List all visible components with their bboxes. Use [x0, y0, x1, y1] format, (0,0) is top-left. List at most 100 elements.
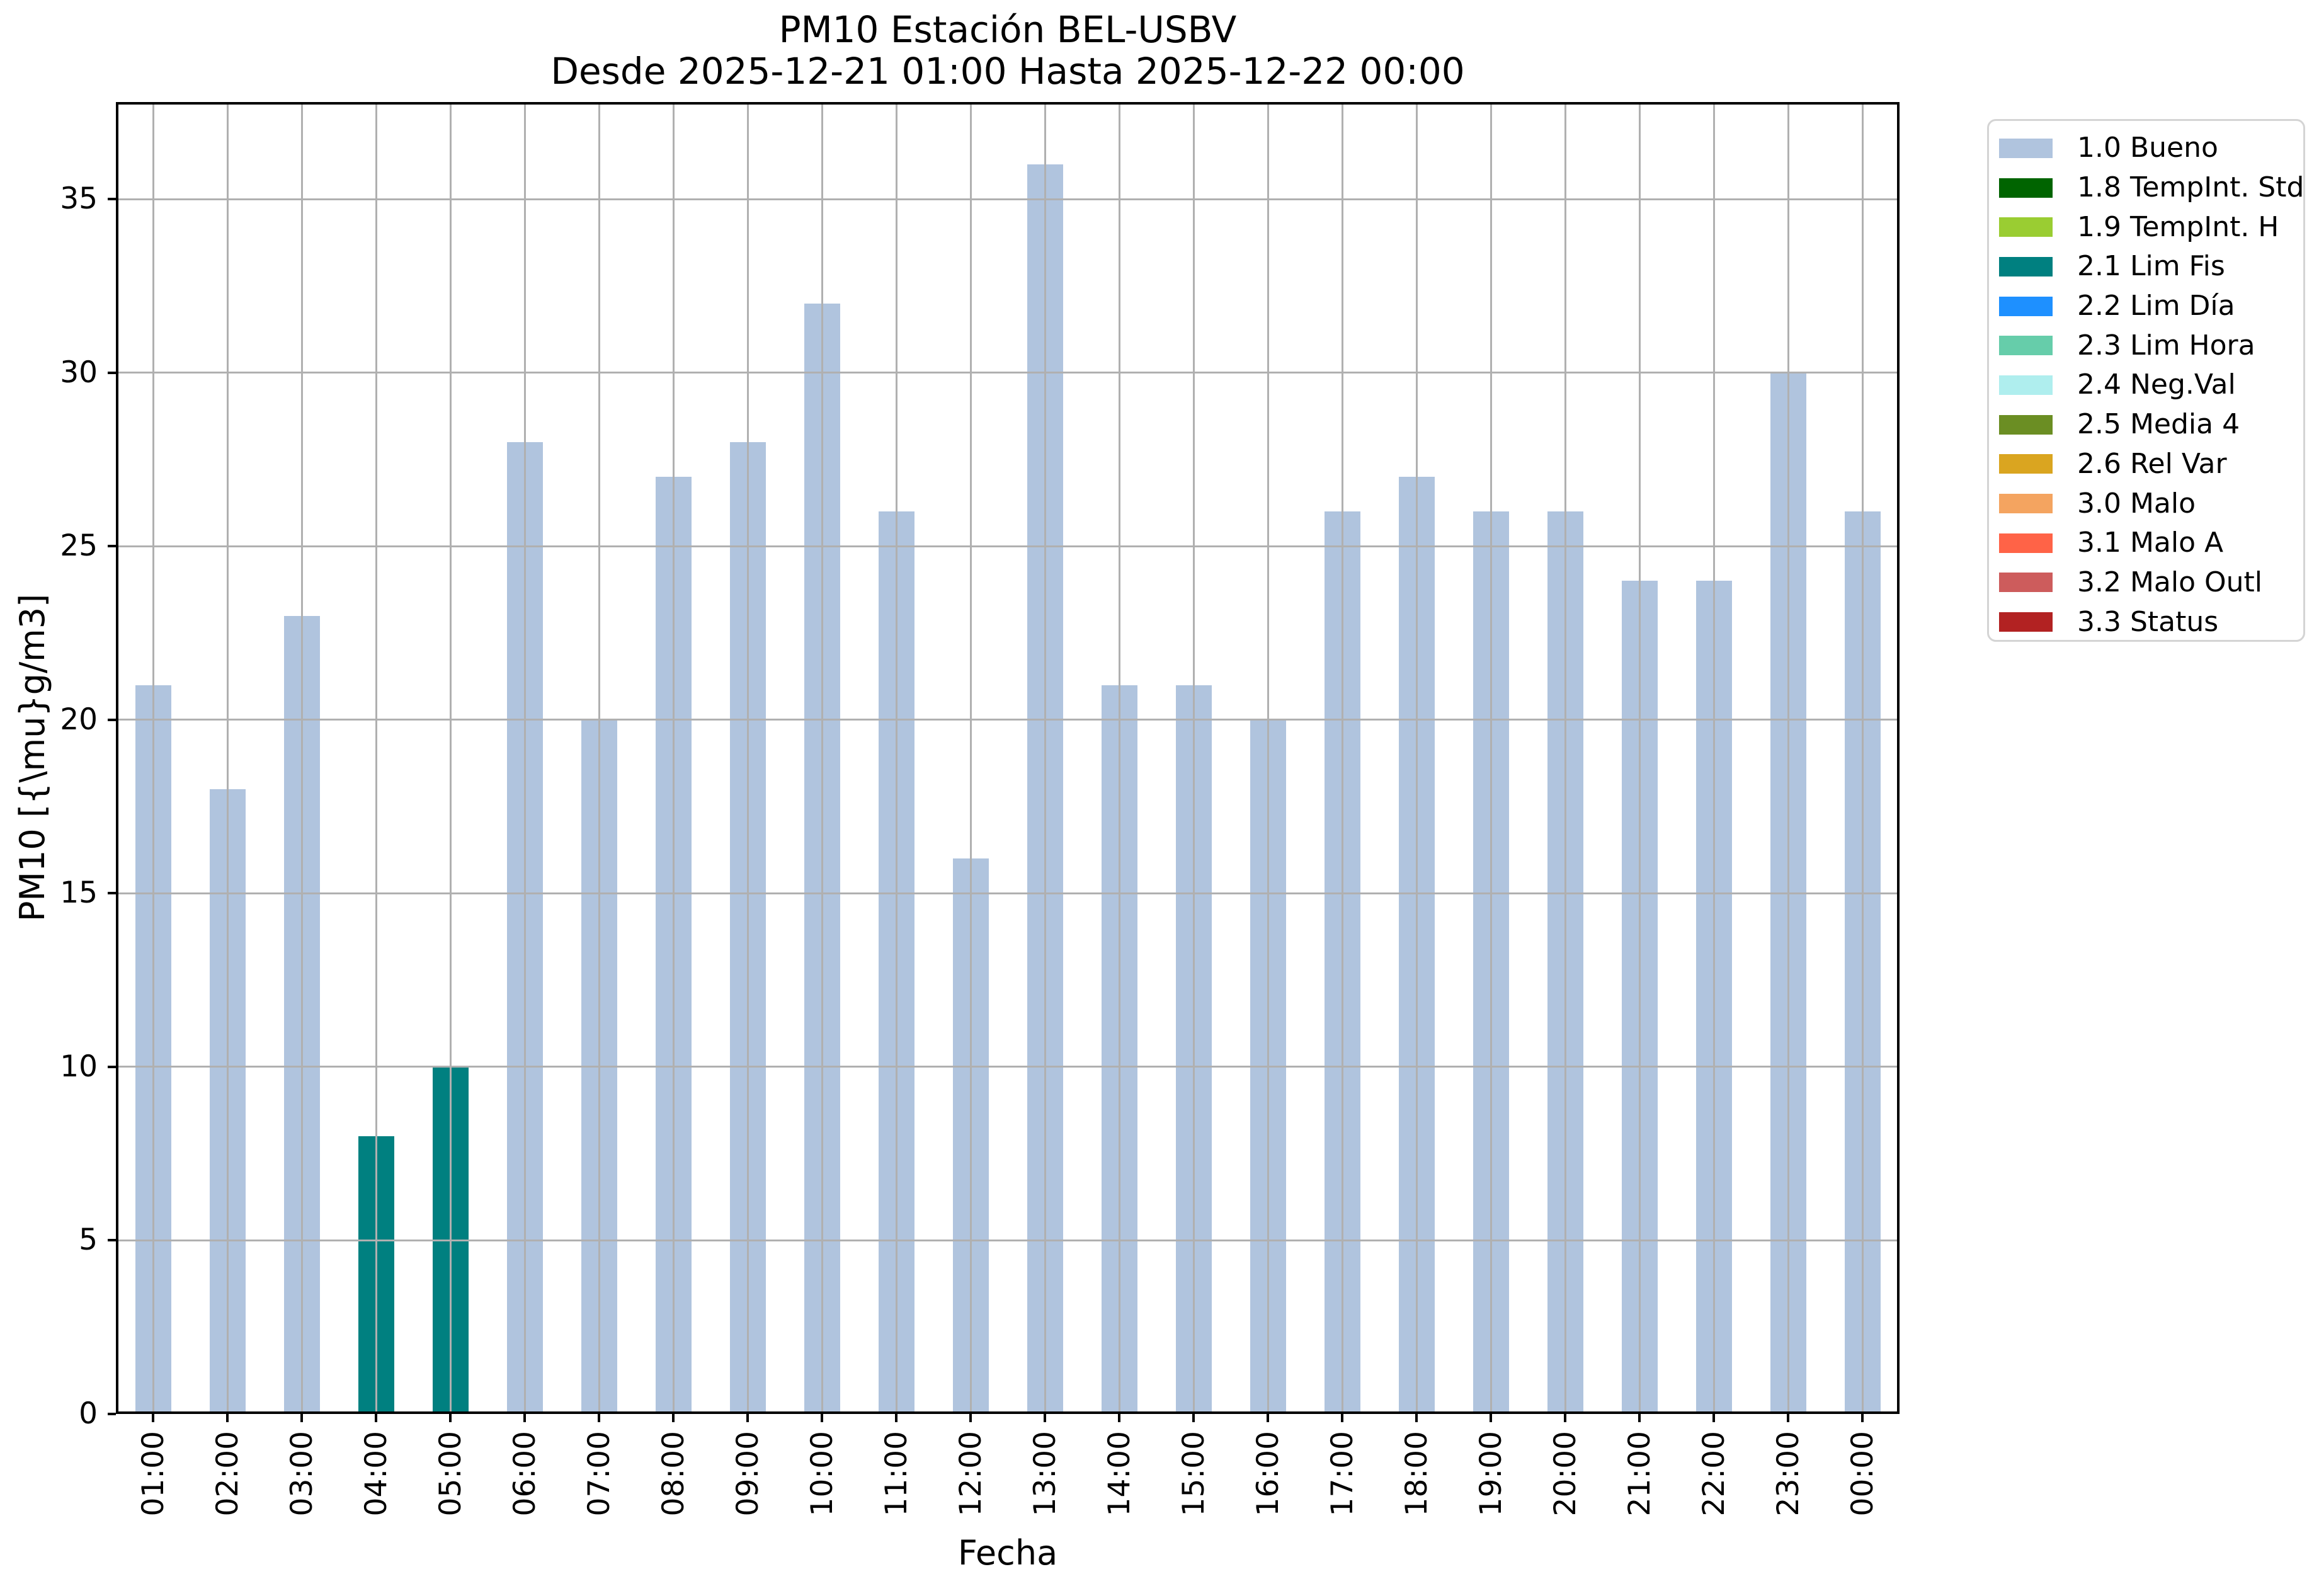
x-tick-mark	[1490, 1414, 1492, 1422]
x-tick-label: 17:00	[1325, 1431, 1360, 1517]
legend-item: 1.9 TempInt. H	[1999, 207, 2303, 247]
y-tick-mark	[108, 371, 116, 374]
x-tick-mark	[1415, 1414, 1418, 1422]
legend-label: 3.3 Status	[2077, 605, 2219, 638]
y-tick-mark	[108, 1065, 116, 1068]
x-gridline	[1490, 102, 1492, 1414]
x-tick-mark	[449, 1414, 452, 1422]
chart-subtitle: Desde 2025-12-21 01:00 Hasta 2025-12-22 …	[550, 50, 1465, 93]
legend-label: 3.1 Malo A	[2077, 527, 2224, 559]
left-spine	[116, 102, 118, 1414]
x-tick-mark	[1118, 1414, 1120, 1422]
x-tick-label: 08:00	[656, 1431, 691, 1517]
legend-label: 2.2 Lim Día	[2077, 290, 2235, 322]
x-tick-label: 21:00	[1622, 1431, 1657, 1517]
x-tick-mark	[598, 1414, 600, 1422]
legend-swatch	[1999, 414, 2053, 435]
x-gridline	[1118, 102, 1120, 1414]
legend-item: 2.5 Media 4	[1999, 405, 2303, 445]
legend-swatch	[1999, 573, 2053, 593]
legend-label: 3.2 Malo Outl	[2077, 566, 2263, 598]
legend-swatch	[1999, 217, 2053, 237]
legend-item: 1.0 Bueno	[1999, 128, 2303, 168]
x-gridline	[1415, 102, 1418, 1414]
x-tick-mark	[1787, 1414, 1789, 1422]
x-gridline	[1267, 102, 1269, 1414]
x-tick-mark	[300, 1414, 303, 1422]
x-tick-label: 00:00	[1845, 1431, 1880, 1517]
x-tick-mark	[1638, 1414, 1641, 1422]
legend-item: 2.3 Lim Hora	[1999, 326, 2303, 365]
legend-swatch	[1999, 138, 2053, 158]
x-tick-label: 05:00	[433, 1431, 468, 1517]
y-tick-mark	[108, 545, 116, 548]
x-gridline	[1712, 102, 1715, 1414]
x-tick-label: 07:00	[581, 1431, 617, 1517]
x-gridline	[1638, 102, 1641, 1414]
x-gridline	[895, 102, 897, 1414]
x-gridline	[1192, 102, 1195, 1414]
y-gridline	[116, 372, 1900, 374]
y-gridline	[116, 719, 1900, 721]
x-gridline	[226, 102, 229, 1414]
x-tick-mark	[1861, 1414, 1864, 1422]
y-gridline	[116, 1066, 1900, 1068]
x-tick-label: 23:00	[1770, 1431, 1806, 1517]
y-tick-mark	[108, 1413, 116, 1415]
x-tick-label: 06:00	[507, 1431, 542, 1517]
x-gridline	[746, 102, 749, 1414]
legend-label: 1.9 TempInt. H	[2077, 210, 2279, 243]
x-gridline	[152, 102, 154, 1414]
x-tick-label: 22:00	[1696, 1431, 1731, 1517]
legend-item: 2.1 Lim Fis	[1999, 247, 2303, 287]
x-gridline	[1564, 102, 1566, 1414]
x-tick-mark	[523, 1414, 526, 1422]
legend-item: 1.8 TempInt. Std	[1999, 168, 2304, 208]
y-tick-mark	[108, 718, 116, 721]
legend-swatch	[1999, 533, 2053, 553]
x-tick-mark	[969, 1414, 972, 1422]
x-tick-mark	[1267, 1414, 1269, 1422]
x-gridline	[598, 102, 600, 1414]
top-spine	[116, 102, 1900, 105]
x-gridline	[672, 102, 675, 1414]
x-gridline	[821, 102, 823, 1414]
x-tick-mark	[1341, 1414, 1343, 1422]
y-gridline	[116, 1239, 1900, 1241]
x-tick-label: 10:00	[804, 1431, 840, 1517]
x-gridline	[969, 102, 972, 1414]
x-tick-label: 18:00	[1399, 1431, 1434, 1517]
legend-swatch	[1999, 375, 2053, 395]
x-tick-label: 09:00	[730, 1431, 765, 1517]
x-tick-label: 12:00	[953, 1431, 988, 1517]
x-tick-label: 11:00	[879, 1431, 914, 1517]
x-gridline	[449, 102, 452, 1414]
y-tick-mark	[108, 892, 116, 895]
legend-item: 2.6 Rel Var	[1999, 445, 2303, 484]
x-axis-label: Fecha	[957, 1533, 1058, 1573]
x-gridline	[523, 102, 526, 1414]
x-tick-label: 13:00	[1027, 1431, 1063, 1517]
legend-label: 1.0 Bueno	[2077, 132, 2218, 164]
x-tick-mark	[1192, 1414, 1195, 1422]
x-tick-mark	[746, 1414, 749, 1422]
x-gridline	[1341, 102, 1343, 1414]
x-tick-mark	[152, 1414, 154, 1422]
x-gridline	[1044, 102, 1046, 1414]
legend-item: 3.3 Status	[1999, 602, 2303, 642]
legend-item: 2.4 Neg.Val	[1999, 365, 2303, 405]
legend-swatch	[1999, 296, 2053, 316]
x-tick-mark	[375, 1414, 377, 1422]
x-gridline	[1861, 102, 1864, 1414]
legend-item: 3.1 Malo A	[1999, 523, 2303, 563]
y-tick-mark	[108, 198, 116, 201]
bottom-spine	[116, 1411, 1900, 1414]
x-tick-label: 04:00	[358, 1431, 394, 1517]
x-gridline	[300, 102, 303, 1414]
x-gridline	[375, 102, 377, 1414]
legend-swatch	[1999, 178, 2053, 198]
x-tick-mark	[1044, 1414, 1046, 1422]
x-tick-label: 02:00	[210, 1431, 245, 1517]
legend-label: 2.5 Media 4	[2077, 408, 2240, 441]
